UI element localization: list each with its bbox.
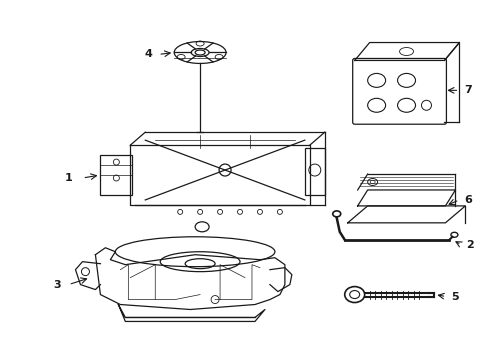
Text: 2: 2 (466, 240, 474, 250)
Text: 7: 7 (465, 85, 472, 95)
Text: 1: 1 (65, 173, 73, 183)
Text: 6: 6 (465, 195, 472, 205)
Text: 5: 5 (451, 292, 459, 302)
Text: 3: 3 (53, 280, 61, 289)
Text: 4: 4 (145, 49, 152, 59)
